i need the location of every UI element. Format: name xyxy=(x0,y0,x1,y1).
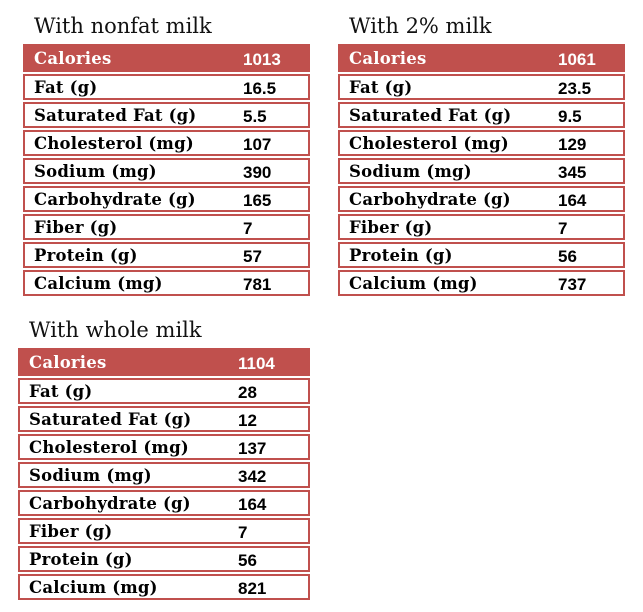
nutrient-row: Saturated Fat (g) 9.5 xyxy=(338,102,625,128)
nutrient-row: Calcium (mg) 821 xyxy=(18,574,310,600)
nutrient-label: Carbohydrate (g) xyxy=(29,493,191,513)
nutrient-value: 342 xyxy=(238,466,267,486)
nutrient-label: Sodium (mg) xyxy=(349,161,472,181)
nutrition-card-whole-milk: With whole milk Calories 1104 Fat (g) 28… xyxy=(18,317,310,600)
nutrient-value: 165 xyxy=(243,190,272,210)
nutrient-label: Calcium (mg) xyxy=(34,273,163,293)
nutrient-label: Protein (g) xyxy=(349,245,453,265)
nutrient-value: 5.5 xyxy=(243,106,267,126)
nutrient-label: Calcium (mg) xyxy=(29,577,158,597)
nutrient-label: Protein (g) xyxy=(34,245,138,265)
nutrient-row: Protein (g) 56 xyxy=(338,242,625,268)
nutrient-value: 821 xyxy=(238,578,267,598)
nutrient-row: Fat (g) 16.5 xyxy=(23,74,310,100)
nutrient-value: 7 xyxy=(558,218,568,238)
nutrient-row: Cholesterol (mg) 137 xyxy=(18,434,310,460)
nutrient-value: 1061 xyxy=(558,49,596,69)
calories-header-row: Calories 1013 xyxy=(23,44,310,72)
nutrient-row: Cholesterol (mg) 129 xyxy=(338,130,625,156)
table-title: With nonfat milk xyxy=(34,14,212,38)
nutrient-label: Carbohydrate (g) xyxy=(34,189,196,209)
nutrient-row: Sodium (mg) 342 xyxy=(18,462,310,488)
nutrient-label: Cholesterol (mg) xyxy=(29,437,189,457)
nutrient-label: Fat (g) xyxy=(29,381,93,401)
nutrition-card-nonfat-milk: With nonfat milk Calories 1013 Fat (g) 1… xyxy=(23,13,310,296)
nutrient-label: Calcium (mg) xyxy=(349,273,478,293)
nutrient-row: Calcium (mg) 737 xyxy=(338,270,625,296)
nutrient-row: Carbohydrate (g) 164 xyxy=(338,186,625,212)
nutrient-value: 56 xyxy=(558,246,577,266)
nutrient-row: Saturated Fat (g) 5.5 xyxy=(23,102,310,128)
nutrient-row: Protein (g) 57 xyxy=(23,242,310,268)
nutrient-value: 164 xyxy=(238,494,267,514)
nutrient-value: 129 xyxy=(558,134,587,154)
nutrient-row: Calcium (mg) 781 xyxy=(23,270,310,296)
nutrition-card-2pct-milk: With 2% milk Calories 1061 Fat (g) 23.5 … xyxy=(338,13,625,296)
nutrient-label: Saturated Fat (g) xyxy=(29,409,192,429)
nutrient-label: Protein (g) xyxy=(29,549,133,569)
nutrient-value: 23.5 xyxy=(558,78,592,98)
nutrient-value: 137 xyxy=(238,438,267,458)
nutrient-label: Fat (g) xyxy=(349,77,413,97)
nutrient-label: Fiber (g) xyxy=(29,521,113,541)
nutrient-value: 7 xyxy=(238,522,248,542)
nutrient-label: Saturated Fat (g) xyxy=(34,105,197,125)
nutrient-value: 12 xyxy=(238,410,257,430)
nutrient-row: Carbohydrate (g) 165 xyxy=(23,186,310,212)
nutrient-label: Sodium (mg) xyxy=(34,161,157,181)
nutrient-label: Cholesterol (mg) xyxy=(34,133,194,153)
nutrient-label: Sodium (mg) xyxy=(29,465,152,485)
nutrient-value: 737 xyxy=(558,274,587,294)
nutrient-value: 57 xyxy=(243,246,262,266)
nutrient-row: Cholesterol (mg) 107 xyxy=(23,130,310,156)
nutrient-value: 164 xyxy=(558,190,587,210)
nutrient-value: 390 xyxy=(243,162,272,182)
nutrient-row: Saturated Fat (g) 12 xyxy=(18,406,310,432)
calories-header-row: Calories 1061 xyxy=(338,44,625,72)
nutrition-table: Calories 1013 Fat (g) 16.5 Saturated Fat… xyxy=(23,44,310,296)
nutrient-value: 16.5 xyxy=(243,78,277,98)
nutrient-row: Fat (g) 28 xyxy=(18,378,310,404)
nutrient-value: 28 xyxy=(238,382,257,402)
nutrient-row: Sodium (mg) 345 xyxy=(338,158,625,184)
nutrient-value: 56 xyxy=(238,550,257,570)
nutrient-label: Fat (g) xyxy=(34,77,98,97)
nutrient-label: Calories xyxy=(34,48,112,68)
nutrient-value: 7 xyxy=(243,218,253,238)
nutrient-row: Fiber (g) 7 xyxy=(18,518,310,544)
nutrient-label: Cholesterol (mg) xyxy=(349,133,509,153)
nutrient-value: 1013 xyxy=(243,49,281,69)
nutrient-row: Fiber (g) 7 xyxy=(23,214,310,240)
nutrition-table: Calories 1104 Fat (g) 28 Saturated Fat (… xyxy=(18,348,310,600)
nutrient-label: Calories xyxy=(29,352,107,372)
nutrient-row: Fiber (g) 7 xyxy=(338,214,625,240)
nutrient-row: Protein (g) 56 xyxy=(18,546,310,572)
nutrient-value: 781 xyxy=(243,274,272,294)
nutrient-value: 9.5 xyxy=(558,106,582,126)
nutrient-value: 1104 xyxy=(238,353,275,373)
nutrient-label: Saturated Fat (g) xyxy=(349,105,512,125)
nutrition-table: Calories 1061 Fat (g) 23.5 Saturated Fat… xyxy=(338,44,625,296)
nutrient-label: Fiber (g) xyxy=(34,217,118,237)
nutrient-value: 107 xyxy=(243,134,272,154)
nutrient-label: Calories xyxy=(349,48,427,68)
nutrient-row: Fat (g) 23.5 xyxy=(338,74,625,100)
nutrient-row: Sodium (mg) 390 xyxy=(23,158,310,184)
nutrient-row: Carbohydrate (g) 164 xyxy=(18,490,310,516)
table-title: With whole milk xyxy=(29,318,202,342)
table-title: With 2% milk xyxy=(349,14,492,38)
nutrient-label: Fiber (g) xyxy=(349,217,433,237)
nutrient-value: 345 xyxy=(558,162,587,182)
nutrient-label: Carbohydrate (g) xyxy=(349,189,511,209)
calories-header-row: Calories 1104 xyxy=(18,348,310,376)
